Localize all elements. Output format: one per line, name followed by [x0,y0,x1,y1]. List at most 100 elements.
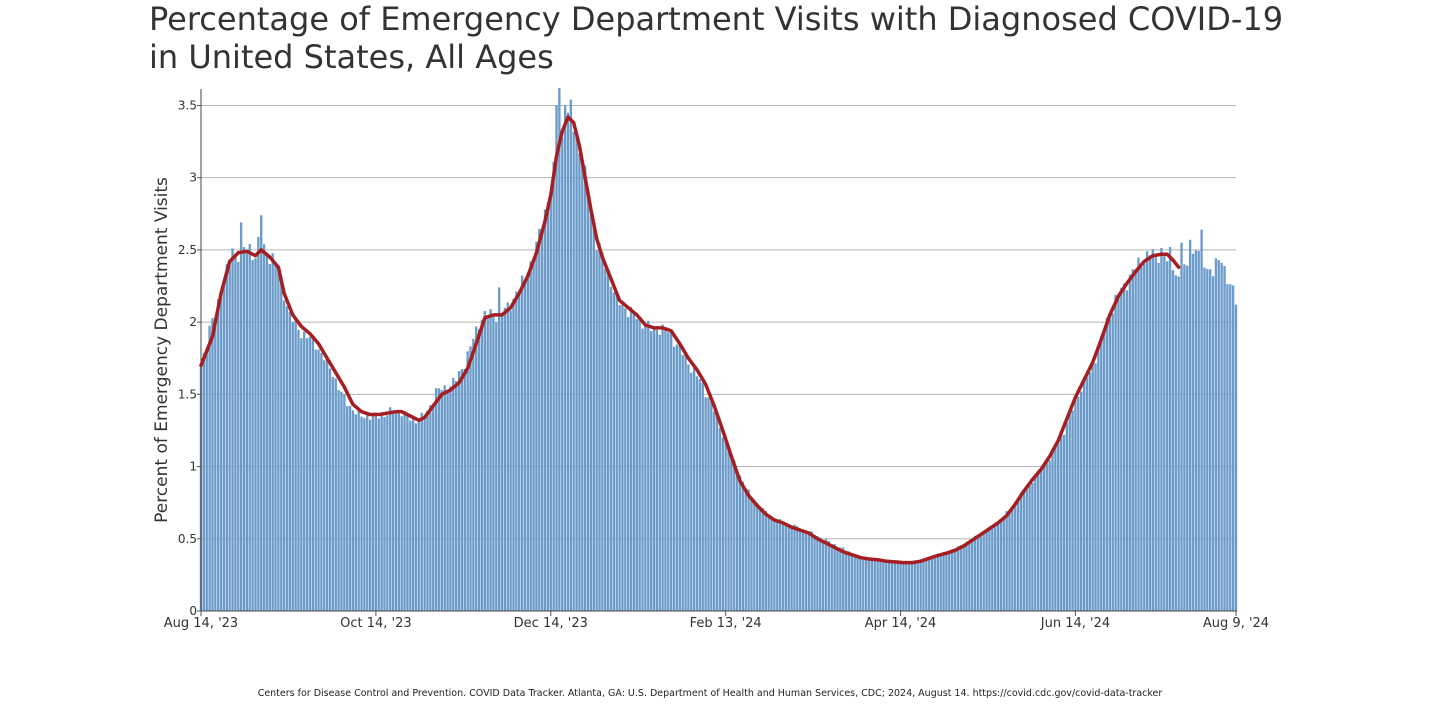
bar[interactable] [268,264,271,611]
bar[interactable] [366,415,369,611]
bar[interactable] [936,554,939,611]
bar[interactable] [257,236,260,611]
bar[interactable] [996,521,1000,611]
bar[interactable] [916,562,919,611]
bar[interactable] [320,352,323,611]
bar[interactable] [971,539,974,611]
bar[interactable] [1031,483,1034,611]
bar[interactable] [506,302,509,611]
bar[interactable] [687,364,690,611]
bar[interactable] [360,416,363,611]
bar[interactable] [1100,335,1103,611]
bar[interactable] [621,304,624,611]
bar[interactable] [1226,284,1229,611]
bar[interactable] [1171,270,1175,611]
bar[interactable] [538,228,541,611]
bar[interactable] [1039,471,1043,611]
bar[interactable] [988,526,991,611]
bar[interactable] [672,346,676,611]
bar[interactable] [813,535,816,611]
bar[interactable] [1048,460,1051,611]
bar[interactable] [294,318,297,611]
bar[interactable] [913,562,917,611]
bar[interactable] [303,331,306,611]
bar[interactable] [753,502,756,611]
bar[interactable] [667,332,670,611]
bar[interactable] [1123,283,1126,611]
bar[interactable] [859,556,862,611]
bar[interactable] [713,411,716,611]
bar[interactable] [434,388,438,611]
bar[interactable] [1105,317,1109,611]
bar[interactable] [406,413,409,611]
bar[interactable] [953,549,957,611]
bar[interactable] [867,559,871,611]
bar[interactable] [965,542,968,611]
bar[interactable] [1120,287,1123,611]
bar[interactable] [856,554,859,611]
bar[interactable] [526,278,530,611]
bar[interactable] [733,460,736,611]
bar[interactable] [664,329,667,611]
bar[interactable] [1028,483,1031,611]
bar[interactable] [701,382,704,611]
bar[interactable] [801,529,805,611]
bar[interactable] [363,418,366,611]
bar[interactable] [810,531,813,611]
bar[interactable] [615,292,618,611]
bar[interactable] [1145,251,1149,611]
bar[interactable] [219,296,223,611]
bar[interactable] [973,535,977,611]
bar[interactable] [394,412,398,611]
bar[interactable] [804,532,808,611]
bar[interactable] [374,412,378,612]
bar[interactable] [1134,268,1137,611]
bar[interactable] [437,388,441,611]
bar[interactable] [420,412,423,611]
bar[interactable] [454,381,458,611]
bar[interactable] [1051,448,1054,611]
bar[interactable] [907,563,911,611]
bar[interactable] [423,415,426,611]
bar[interactable] [738,475,742,611]
bar[interactable] [778,518,782,611]
bar[interactable] [486,316,489,611]
bar[interactable] [764,510,767,611]
bar[interactable] [472,338,475,611]
bar[interactable] [351,410,355,611]
bar[interactable] [271,253,274,611]
bar[interactable] [821,540,825,611]
bar[interactable] [641,328,644,611]
bar[interactable] [237,262,240,611]
bar[interactable] [1125,290,1129,611]
bar[interactable] [334,378,337,611]
bar[interactable] [584,165,587,611]
bar[interactable] [1077,396,1080,611]
bar[interactable] [569,99,573,612]
bar[interactable] [552,161,555,611]
bar[interactable] [1151,249,1155,612]
bar[interactable] [337,390,340,611]
bar[interactable] [638,316,641,611]
bar[interactable] [575,134,578,611]
bar[interactable] [609,286,613,611]
bar[interactable] [910,561,914,611]
bar[interactable] [1019,492,1023,611]
bar[interactable] [999,520,1003,611]
bar[interactable] [311,335,314,611]
bar[interactable] [262,244,266,611]
bar[interactable] [1197,250,1200,611]
bar[interactable] [882,560,885,611]
bar[interactable] [649,331,653,611]
bar[interactable] [1111,313,1114,611]
bar[interactable] [899,563,902,611]
bar[interactable] [457,371,461,611]
bar[interactable] [839,547,842,612]
bar[interactable] [830,543,833,611]
bar[interactable] [758,508,762,611]
bar[interactable] [707,397,710,611]
bar[interactable] [1194,250,1198,611]
bar[interactable] [704,397,707,611]
bar[interactable] [452,377,455,611]
bar[interactable] [604,268,607,611]
